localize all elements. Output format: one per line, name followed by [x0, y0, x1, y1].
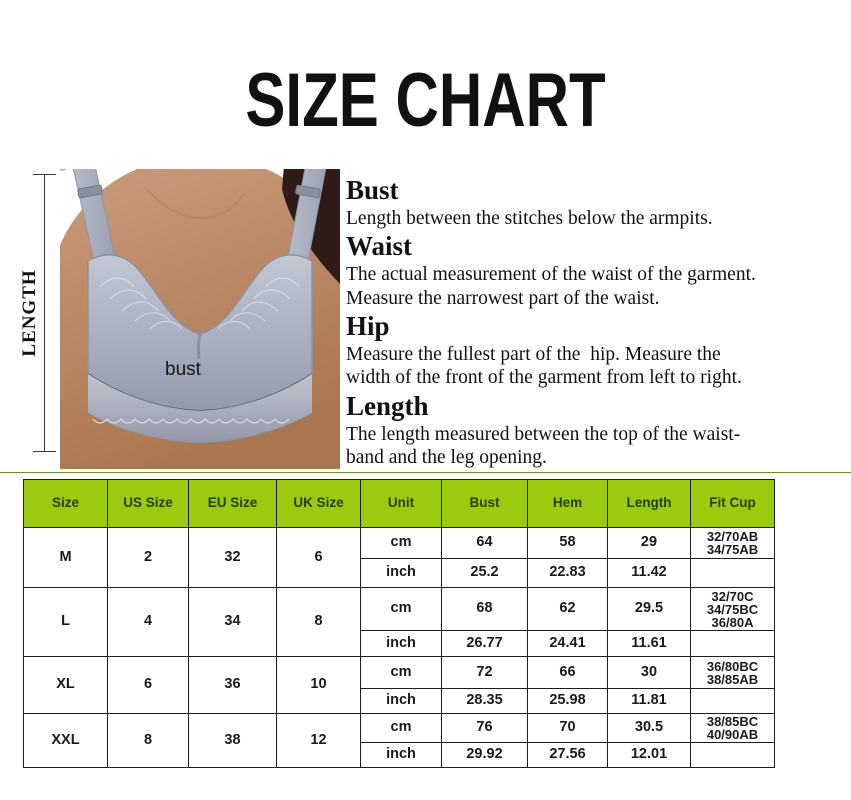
svg-text:bust: bust [165, 359, 202, 380]
